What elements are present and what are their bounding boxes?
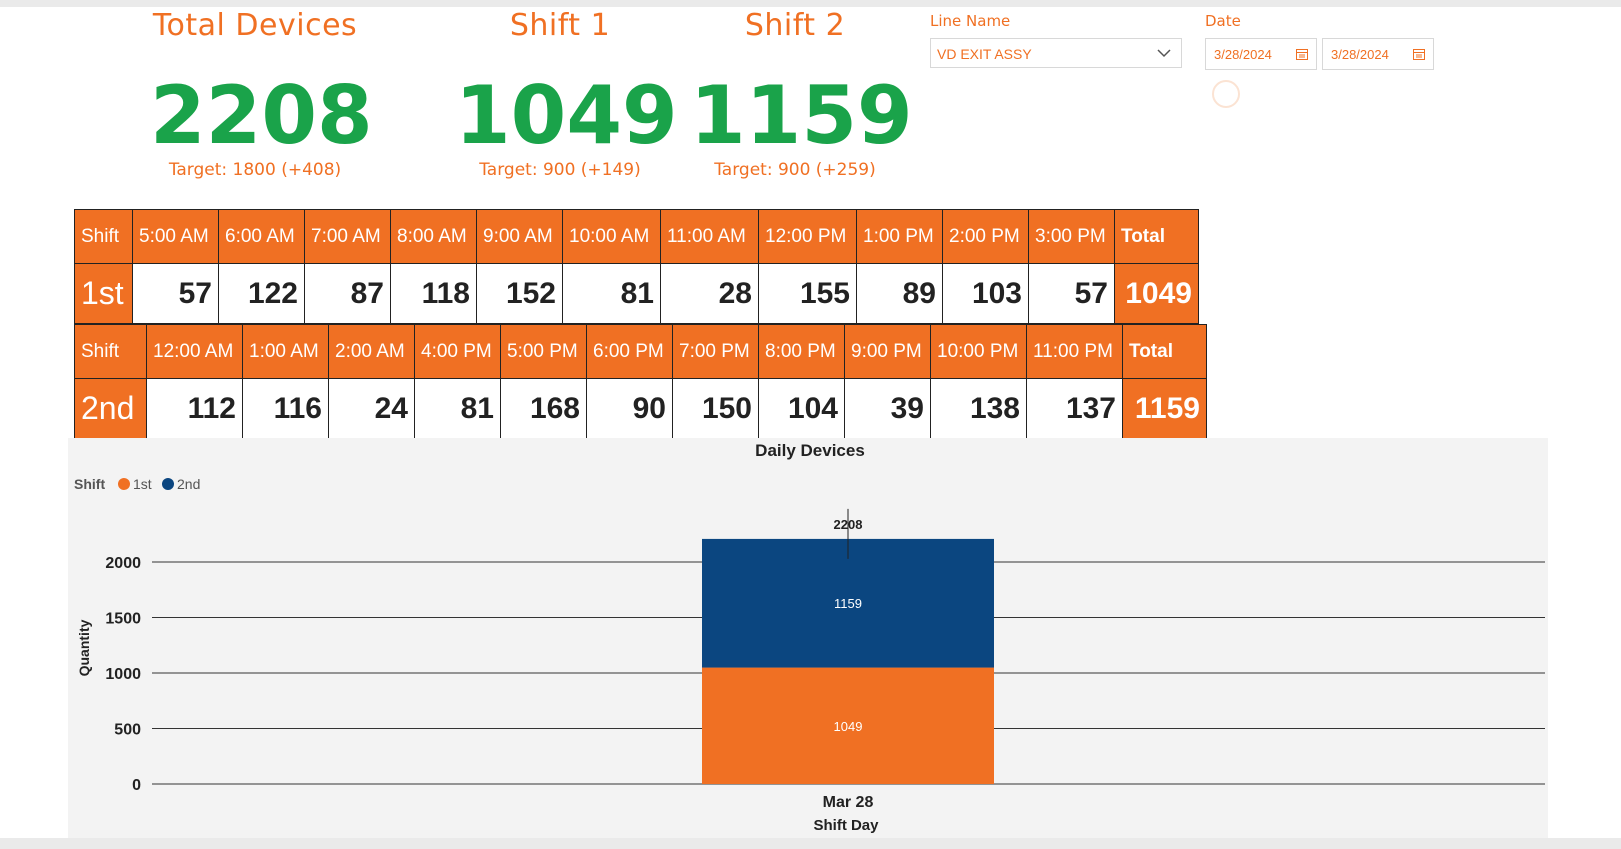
bar-data-label: 1049 [834,719,863,734]
kpi-shift-2: Shift 2 1159 Target: 900 (+259) [690,8,913,180]
y-tick-label: 1000 [105,666,141,683]
header-hour: 5:00 PM [500,324,587,379]
header-hour: 12:00 AM [146,324,243,379]
row-total: 1049 [1114,263,1199,324]
calendar-icon[interactable] [1413,48,1425,60]
header-hour: 1:00 PM [856,209,943,264]
kpi-title: Total Devices [152,8,358,43]
line-name-dropdown[interactable]: VD EXIT ASSY [930,38,1182,68]
header-hour: 3:00 PM [1028,209,1115,264]
date-end-value: 3/28/2024 [1331,47,1389,62]
chevron-down-icon [1157,49,1171,58]
table-cell: 112 [146,378,243,439]
header-hour: 7:00 AM [304,209,391,264]
table-cell: 137 [1026,378,1123,439]
table-cell: 118 [390,263,477,324]
total-label: 2208 [834,517,863,532]
x-tick-label: Mar 28 [823,794,874,811]
y-tick-label: 1500 [105,611,141,628]
legend-marker-1st [118,478,130,490]
table-cell: 57 [132,263,219,324]
table-cell: 152 [476,263,563,324]
header-hour: 10:00 PM [930,324,1027,379]
bar-1st [702,667,994,784]
header-shift: Shift [74,209,133,264]
header-hour: 2:00 PM [942,209,1029,264]
table-cell: 57 [1028,263,1115,324]
bar-2nd [702,538,994,668]
table-cell: 39 [844,378,931,439]
date-end-input[interactable]: 3/28/2024 [1322,38,1434,70]
y-tick-label: 2000 [105,555,141,572]
table-cell: 87 [304,263,391,324]
header-total: Total [1114,209,1199,264]
table-cell: 103 [942,263,1029,324]
kpi-value: 1159 [690,69,913,162]
header-hour: 6:00 AM [218,209,305,264]
shift-2-hourly-table: Shift 12:00 AM 1:00 AM 2:00 AM 4:00 PM 5… [74,324,1207,439]
row-label: 2nd [74,378,147,439]
table-cell: 155 [758,263,857,324]
loading-spinner-icon [1212,80,1240,108]
legend-marker-2nd [162,478,174,490]
legend-label-1st: 1st [133,476,152,492]
header-hour: 6:00 PM [586,324,673,379]
table-cell: 81 [414,378,501,439]
table-cell: 81 [562,263,661,324]
date-start-input[interactable]: 3/28/2024 [1205,38,1317,70]
bottom-border [0,838,1621,849]
header-hour: 10:00 AM [562,209,661,264]
header-hour: 4:00 PM [414,324,501,379]
kpi-target: Target: 900 (+149) [479,160,641,180]
x-axis-label: Shift Day [813,817,879,834]
kpi-shift-1: Shift 1 1049 Target: 900 (+149) [455,8,678,180]
kpi-target: Target: 1800 (+408) [168,160,342,180]
y-tick-label: 500 [114,722,141,739]
y-axis-label: Quantity [76,619,92,676]
line-name-label: Line Name [930,12,1011,30]
calendar-icon[interactable] [1296,48,1308,60]
kpi-target: Target: 900 (+259) [714,160,876,180]
header-hour: 9:00 AM [476,209,563,264]
header-hour: 5:00 AM [132,209,219,264]
line-name-value: VD EXIT ASSY [937,46,1032,62]
table-cell: 28 [660,263,759,324]
chart-title: Daily Devices [755,441,865,460]
top-border [0,0,1621,7]
bar-data-label: 1159 [834,596,862,611]
header-hour: 8:00 PM [758,324,845,379]
shift-1-hourly-table: Shift 5:00 AM 6:00 AM 7:00 AM 8:00 AM 9:… [74,209,1199,324]
header-total: Total [1122,324,1207,379]
table-cell: 122 [218,263,305,324]
kpi-value: 2208 [150,69,373,162]
row-label: 1st [74,263,133,324]
y-tick-label: 0 [132,777,141,794]
date-label: Date [1205,12,1241,30]
kpi-title: Shift 1 [509,8,611,43]
table-cell: 24 [328,378,415,439]
header-hour: 11:00 PM [1026,324,1123,379]
date-start-value: 3/28/2024 [1214,47,1272,62]
kpi-value: 1049 [455,69,678,162]
table-cell: 138 [930,378,1027,439]
legend-title: Shift [74,476,105,492]
header-hour: 11:00 AM [660,209,759,264]
table-cell: 90 [586,378,673,439]
kpi-title: Shift 2 [744,8,846,43]
kpi-total-devices: Total Devices 2208 Target: 1800 (+408) [150,8,373,180]
header-hour: 1:00 AM [242,324,329,379]
table-cell: 116 [242,378,329,439]
table-cell: 89 [856,263,943,324]
table-cell: 104 [758,378,845,439]
header-hour: 8:00 AM [390,209,477,264]
row-total: 1159 [1122,378,1207,439]
legend-label-2nd: 2nd [177,476,200,492]
